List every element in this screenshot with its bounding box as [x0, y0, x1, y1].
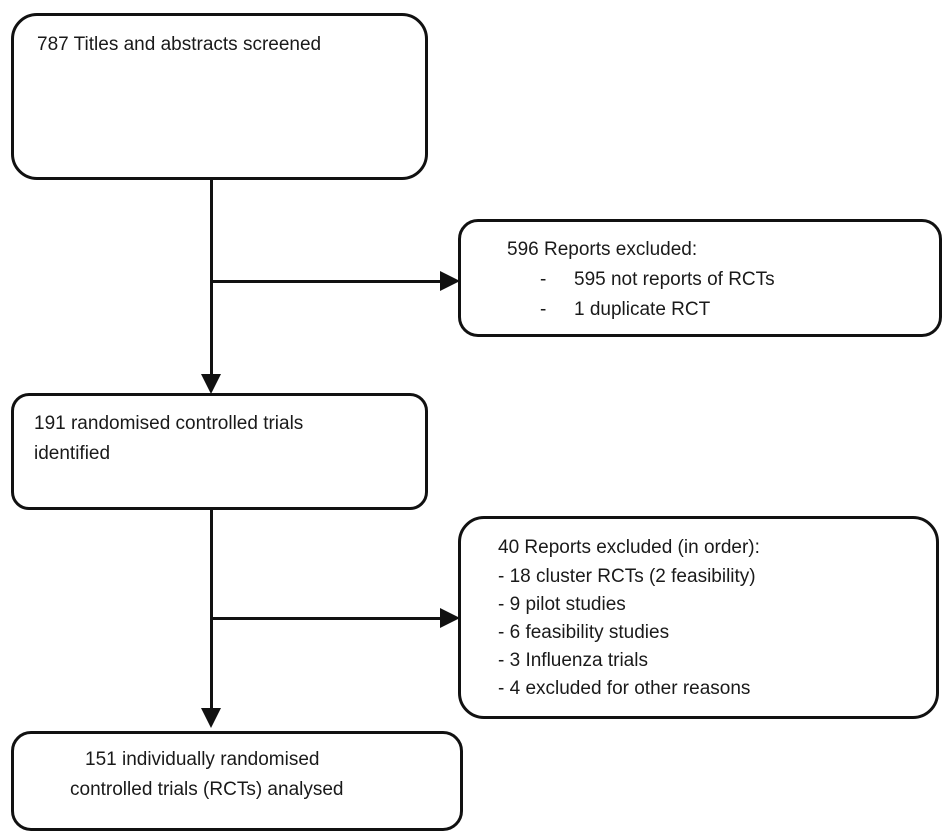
excluded-first-heading: 596 Reports excluded: — [507, 239, 698, 260]
identified-box: 191 randomised controlled trials identif… — [11, 393, 428, 510]
excluded-first-bullet: - — [540, 299, 547, 320]
arrow-to-analysed — [201, 708, 221, 728]
excluded-second-item: - 18 cluster RCTs (2 feasibility) — [498, 566, 756, 587]
connector-to-excluded-second — [212, 617, 442, 620]
identified-line1: 191 randomised controlled trials — [34, 413, 304, 434]
arrow-to-excluded-first — [440, 271, 460, 291]
analysed-box: 151 individually randomised controlled t… — [11, 731, 463, 831]
excluded-first-bullet: - — [540, 269, 547, 290]
excluded-second-item: - 9 pilot studies — [498, 594, 626, 615]
excluded-first-item: 1 duplicate RCT — [574, 299, 711, 320]
screened-box: 787 Titles and abstracts screened — [11, 13, 428, 180]
excluded-second-box: 40 Reports excluded (in order): - 18 clu… — [458, 516, 939, 719]
excluded-second-item: - 6 feasibility studies — [498, 622, 670, 643]
excluded-second-heading: 40 Reports excluded (in order): — [498, 537, 760, 558]
arrow-to-identified — [201, 374, 221, 394]
excluded-first-box: 596 Reports excluded: - 595 not reports … — [458, 219, 942, 337]
excluded-first-item: 595 not reports of RCTs — [574, 269, 775, 290]
excluded-second-item: - 4 excluded for other reasons — [498, 678, 751, 699]
connector-identified-to-analysed — [210, 510, 213, 710]
identified-line2: identified — [34, 443, 111, 464]
arrow-to-excluded-second — [440, 608, 460, 628]
connector-to-excluded-first — [212, 280, 442, 283]
excluded-second-item: - 3 Influenza trials — [498, 650, 648, 671]
connector-screened-to-identified — [210, 180, 213, 376]
analysed-line1: 151 individually randomised — [85, 749, 320, 770]
analysed-line2: controlled trials (RCTs) analysed — [70, 779, 344, 800]
screened-label: 787 Titles and abstracts screened — [37, 34, 322, 55]
